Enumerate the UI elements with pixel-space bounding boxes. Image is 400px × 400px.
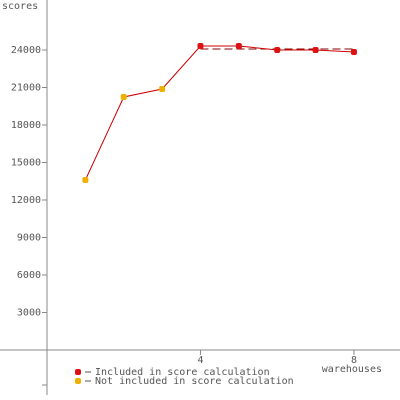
data-point (312, 47, 319, 53)
y-tick-label: 15000 (11, 158, 41, 169)
y-tick-label: 18000 (11, 120, 41, 131)
data-point (159, 86, 166, 92)
legend-marker (75, 369, 81, 375)
legend-label: Not included in score calculation (95, 376, 294, 387)
x-tick-label: 4 (197, 355, 203, 366)
data-point (197, 43, 204, 49)
x-tick-label: 8 (351, 355, 357, 366)
y-tick-label: 12000 (11, 195, 41, 206)
legend-marker (75, 378, 81, 384)
y-tick-label: 3000 (17, 308, 41, 319)
y-tick-label: 6000 (17, 270, 41, 281)
data-point (274, 47, 281, 53)
y-tick-label: 24000 (11, 45, 41, 56)
y-tick-label: 9000 (17, 233, 41, 244)
data-point (350, 49, 357, 55)
y-tick-label: 21000 (11, 83, 41, 94)
data-line (84, 45, 354, 181)
y-axis-label: scores (2, 1, 38, 12)
data-point (235, 43, 242, 49)
x-axis-label: warehouses (322, 364, 382, 375)
data-point (82, 177, 89, 183)
legend-label: Included in score calculation (95, 367, 270, 378)
data-point (120, 94, 127, 100)
